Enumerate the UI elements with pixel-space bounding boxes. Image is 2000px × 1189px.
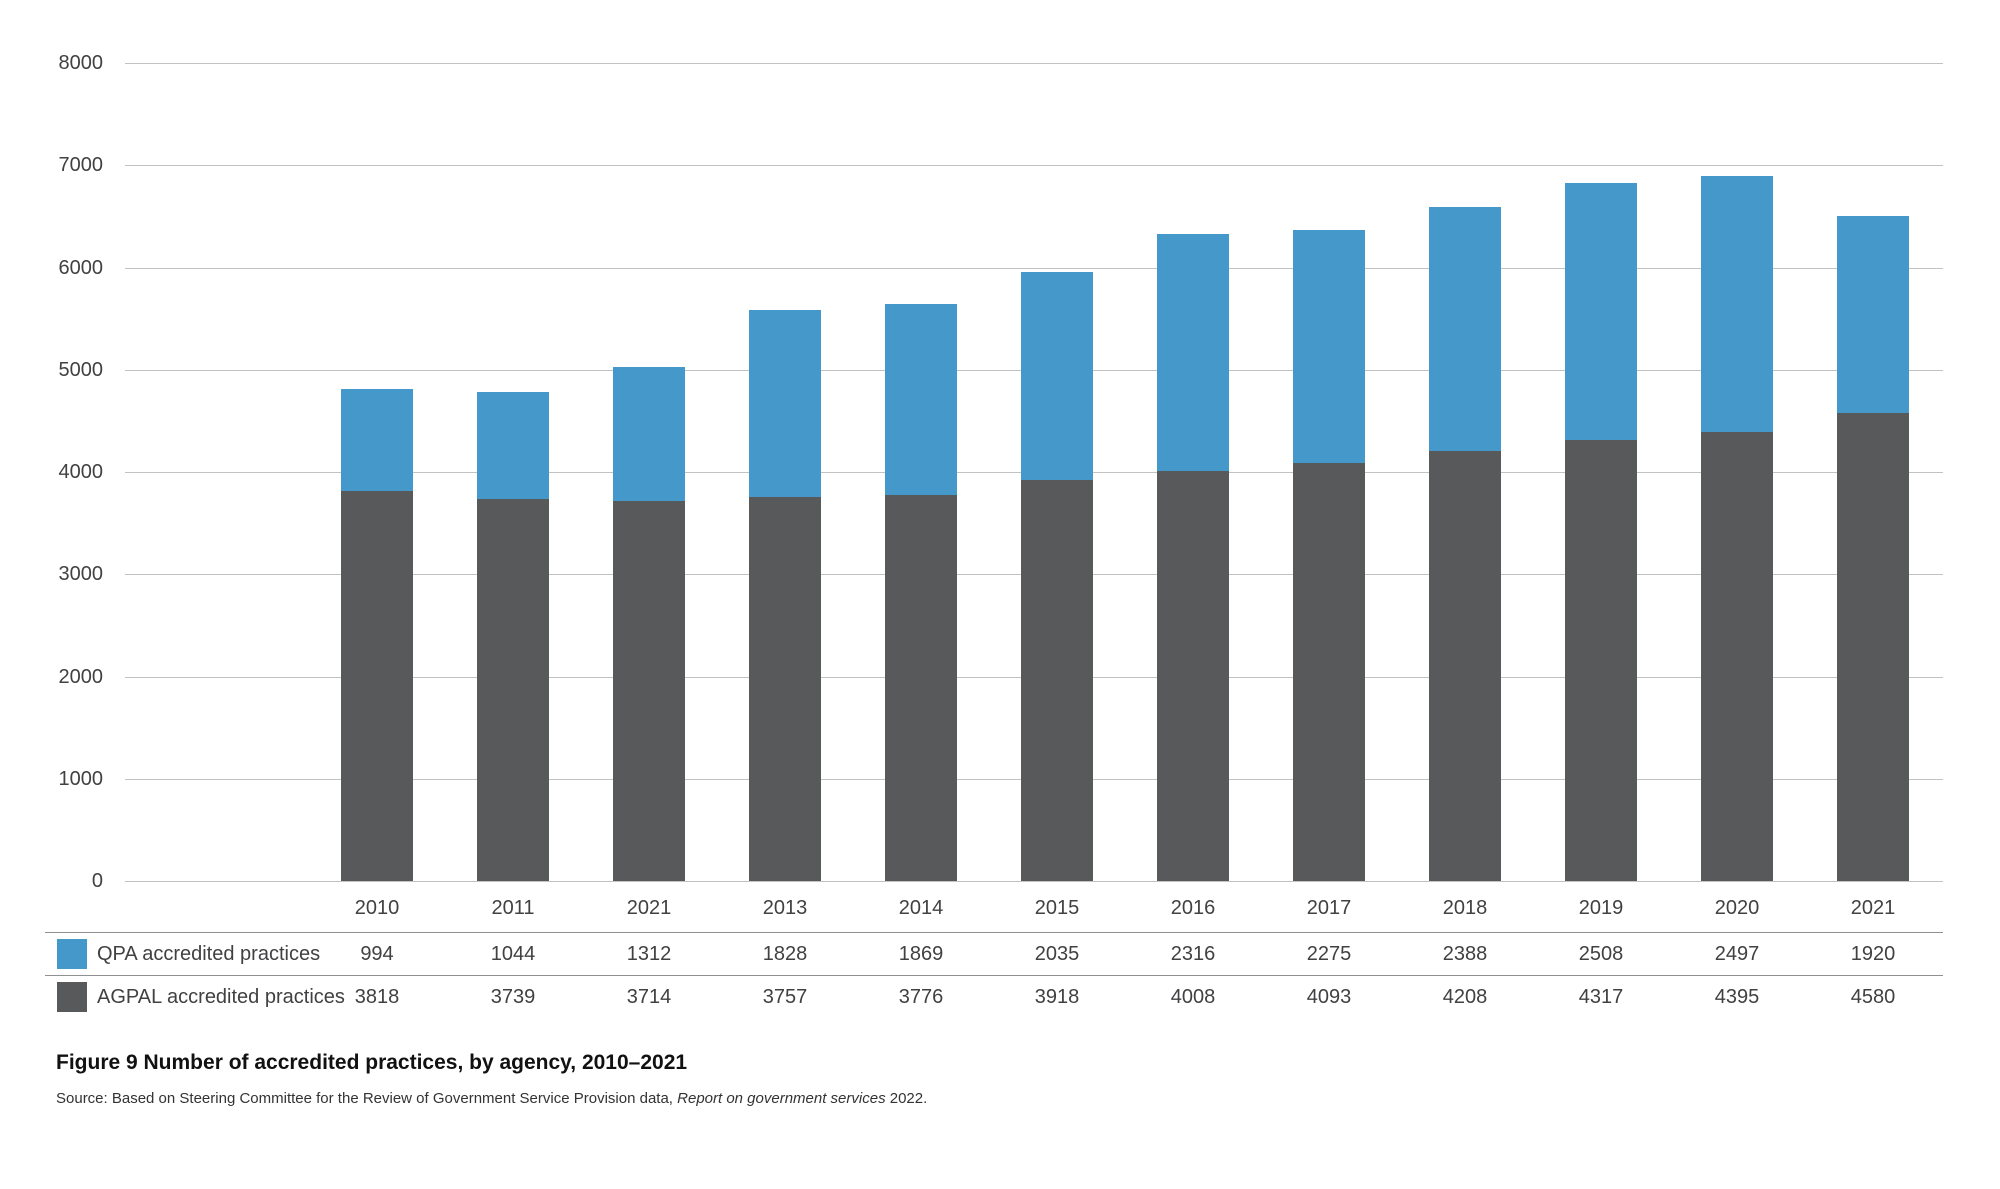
year-label-6: 2016 — [1170, 896, 1216, 919]
year-label-8: 2018 — [1442, 896, 1488, 919]
source-report-name: Report on government services — [677, 1090, 886, 1107]
year-label-5: 2015 — [1034, 896, 1080, 919]
y-axis-label-4000: 4000 — [58, 461, 104, 483]
year-label-11: 2021 — [1850, 896, 1896, 919]
y-axis-label-2000: 2000 — [58, 665, 104, 688]
value-qpa-accredited-practices-2010-0: 994 — [360, 942, 394, 965]
bar-2019-qpa-accredited-practices — [1565, 183, 1637, 440]
value-agpal-accredited-practices-2017-7: 4093 — [1306, 985, 1352, 1008]
value-qpa-accredited-practices-2021-2: 1312 — [626, 942, 672, 965]
gridline-0 — [125, 881, 1943, 882]
bar-2014-agpal-accredited-practices — [885, 494, 957, 881]
value-qpa-accredited-practices-2020-10: 2497 — [1714, 942, 1760, 965]
qpa-legend-swatch — [57, 939, 87, 969]
value-agpal-accredited-practices-2014-4: 3776 — [898, 985, 944, 1008]
legend-row-agpal: AGPAL accredited practices 3818 3739 3714 3… — [0, 976, 2000, 1018]
y-axis-label-5000: 5000 — [58, 358, 104, 381]
bar-2020-agpal-accredited-practices — [1701, 431, 1773, 881]
bar-2021-agpal-accredited-practices — [1837, 412, 1909, 881]
bar-2016-qpa-accredited-practices — [1157, 234, 1229, 472]
year-label-2: 2021 — [626, 896, 672, 919]
qpa-legend-label: QPA accredited practices — [97, 942, 321, 965]
bar-2021-qpa-accredited-practices — [613, 367, 685, 502]
bar-2015-agpal-accredited-practices — [1021, 480, 1093, 881]
bar-chart-plot: 0 1000 2000 3000 4000 5000 6000 7000 8000 — [59, 53, 1943, 891]
year-header-row: 2010 2011 2021 2013 2014 2015 2016 2017 2018 2019… — [0, 893, 2000, 923]
table-separator-middle — [45, 975, 1943, 976]
bar-2021-qpa-accredited-practices — [1837, 216, 1909, 413]
value-qpa-accredited-practices-2015-5: 2035 — [1034, 942, 1080, 965]
bar-2018-agpal-accredited-practices — [1429, 450, 1501, 881]
value-qpa-accredited-practices-2014-4: 1869 — [898, 942, 944, 965]
value-agpal-accredited-practices-2016-6: 4008 — [1170, 985, 1216, 1008]
gridline-7000 — [125, 165, 1943, 167]
bar-2011-agpal-accredited-practices — [477, 498, 549, 881]
bar-2011-qpa-accredited-practices — [477, 391, 549, 499]
value-qpa-accredited-practices-2019-9: 2508 — [1578, 942, 1624, 965]
value-agpal-accredited-practices-2011-1: 3739 — [490, 985, 536, 1008]
value-agpal-accredited-practices-2018-8: 4208 — [1442, 985, 1488, 1008]
bar-2013-agpal-accredited-practices — [749, 496, 821, 881]
year-label-4: 2014 — [898, 896, 944, 919]
value-agpal-accredited-practices-2019-9: 4317 — [1578, 985, 1624, 1008]
value-qpa-accredited-practices-2011-1: 1044 — [490, 942, 536, 965]
year-label-10: 2020 — [1714, 896, 1760, 919]
value-agpal-accredited-practices-2021-2: 3714 — [626, 985, 672, 1008]
value-qpa-accredited-practices-2013-3: 1828 — [762, 942, 808, 965]
bar-2020-qpa-accredited-practices — [1701, 176, 1773, 432]
y-axis-label-1000: 1000 — [58, 767, 104, 790]
value-agpal-accredited-practices-2013-3: 3757 — [762, 985, 808, 1008]
legend-row-qpa: QPA accredited practices 994 1044 1312 1828… — [0, 933, 2000, 975]
bar-2013-qpa-accredited-practices — [749, 309, 821, 497]
y-axis-label-0: 0 — [91, 870, 103, 892]
bar-2017-agpal-accredited-practices — [1293, 462, 1365, 881]
gridline-8000 — [125, 63, 1943, 64]
bar-2019-agpal-accredited-practices — [1565, 439, 1637, 881]
bar-2010-qpa-accredited-practices — [341, 389, 413, 491]
bar-2017-qpa-accredited-practices — [1293, 229, 1365, 463]
bar-2021-agpal-accredited-practices — [613, 501, 685, 881]
y-axis-label-6000: 6000 — [58, 256, 104, 279]
y-axis-label-8000: 8000 — [58, 52, 104, 74]
figure-title: Figure 9 Number of accredited practices,… — [56, 1051, 688, 1074]
value-qpa-accredited-practices-2017-7: 2275 — [1306, 942, 1352, 965]
source-text-suffix: 2022. — [885, 1090, 928, 1107]
year-label-0: 2010 — [354, 896, 400, 919]
y-axis-label-7000: 7000 — [58, 154, 104, 177]
value-agpal-accredited-practices-2015-5: 3918 — [1034, 985, 1080, 1008]
bar-2014-qpa-accredited-practices — [885, 303, 957, 495]
value-qpa-accredited-practices-2018-8: 2388 — [1442, 942, 1488, 965]
year-label-9: 2019 — [1578, 896, 1624, 919]
agpal-legend-label: AGPAL accredited practices — [97, 985, 345, 1008]
value-qpa-accredited-practices-2021-11: 1920 — [1850, 942, 1896, 965]
bar-2015-qpa-accredited-practices — [1021, 272, 1093, 481]
year-label-1: 2011 — [491, 896, 535, 919]
value-agpal-accredited-practices-2021-11: 4580 — [1850, 985, 1896, 1008]
year-label-7: 2017 — [1306, 896, 1352, 919]
gridline-6000 — [125, 267, 1943, 269]
bar-2018-qpa-accredited-practices — [1429, 206, 1501, 451]
agpal-legend-swatch — [57, 982, 87, 1012]
value-qpa-accredited-practices-2016-6: 2316 — [1170, 942, 1216, 965]
figure-source: Source: Based on Steering Committee for … — [56, 1090, 927, 1107]
y-axis-label-3000: 3000 — [58, 563, 104, 586]
table-separator-top — [45, 932, 1943, 933]
year-label-3: 2013 — [762, 896, 808, 919]
bar-2016-agpal-accredited-practices — [1157, 471, 1229, 881]
value-agpal-accredited-practices-2020-10: 4395 — [1714, 985, 1760, 1008]
bar-2010-agpal-accredited-practices — [341, 490, 413, 881]
value-agpal-accredited-practices-2010-0: 3818 — [354, 985, 400, 1008]
source-text-prefix: Source: Based on Steering Committee for … — [56, 1090, 678, 1107]
